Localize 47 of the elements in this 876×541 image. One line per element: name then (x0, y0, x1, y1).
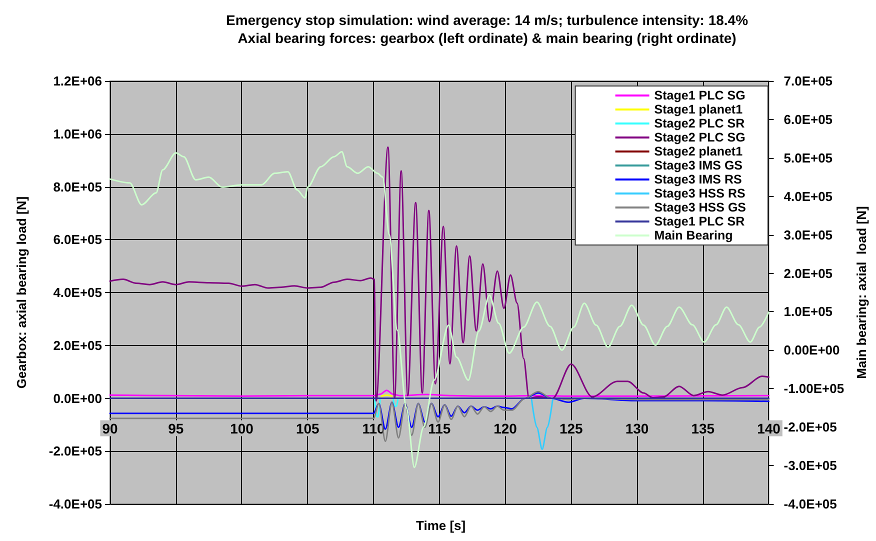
x-tick-label: 100 (230, 420, 254, 436)
y2-tick-label: 6.0E+05 (784, 112, 833, 127)
legend-label: Stage3 IMS RS (654, 172, 742, 186)
legend-label: Stage1 planet1 (654, 102, 743, 116)
legend-label: Main Bearing (654, 228, 733, 242)
y2-tick-label: -1.00E+05 (784, 381, 844, 396)
y2-tick-label: -2.0E+05 (784, 420, 837, 435)
y-tick-label: 6.0E+05 (53, 232, 102, 248)
y-axis-title: Gearbox: axial bearing load [N] (14, 196, 29, 389)
x-tick-label: 130 (625, 420, 649, 436)
legend-label: Stage3 IMS GS (654, 158, 743, 172)
y2-tick-label: 3.0E+05 (784, 227, 833, 242)
y-tick-label: 1.2E+06 (53, 74, 102, 88)
legend-label: Stage1 PLC SG (654, 88, 746, 102)
x-tick-label: 120 (494, 420, 518, 436)
legend-label: Stage3 HSS GS (654, 200, 746, 214)
x-tick-label: 140 (757, 420, 781, 436)
chart-title: Emergency stop simulation: wind average: 14 m/s; turbulence intensity: 18.4% (226, 12, 749, 28)
x-tick-label: 90 (102, 420, 118, 436)
y-tick-label: -2.0E+05 (48, 444, 102, 459)
x-tick-label: 115 (428, 420, 451, 436)
y2-tick-label: -3.0E+05 (784, 458, 837, 474)
x-tick-label: 105 (296, 420, 320, 436)
y-tick-label: 1.0E+06 (53, 126, 102, 142)
y2-tick-label: 0.00E+00 (784, 342, 840, 358)
y2-tick-label: 1.0E+05 (784, 304, 833, 320)
x-tick-label: 125 (559, 420, 584, 436)
legend-label: Stage2 planet1 (654, 144, 743, 158)
y-tick-label: 8.0E+05 (53, 179, 102, 194)
chart-subtitle: Axial bearing forces: gearbox (left ordinate) & main bearing (right ordinate) (238, 30, 736, 46)
y2-tick-label: 2.0E+05 (784, 266, 833, 281)
y2-tick-label: 4.0E+05 (784, 188, 833, 204)
legend-label: Stage3 HSS RS (654, 186, 746, 200)
legend-label: Stage2 PLC SR (654, 116, 745, 130)
y2-tick-label: 5.0E+05 (784, 150, 833, 166)
y-tick-label: 4.0E+05 (53, 285, 102, 300)
y2-axis-title: Main bearing: axial load [N] (854, 206, 869, 379)
x-tick-label: 135 (691, 420, 715, 436)
legend-label: Stage1 PLC SR (654, 214, 745, 228)
x-axis-title: Time [s] (416, 518, 466, 533)
y-tick-label: 2.0E+05 (53, 338, 102, 353)
x-tick-label: 95 (168, 420, 184, 436)
legend-label: Stage2 PLC SG (654, 130, 746, 144)
y-tick-label: 0.0E+00 (53, 390, 102, 406)
y-tick-label: -4.0E+05 (48, 496, 102, 512)
y2-tick-label: 7.0E+05 (784, 74, 833, 88)
y2-tick-label: -4.0E+05 (784, 496, 837, 512)
